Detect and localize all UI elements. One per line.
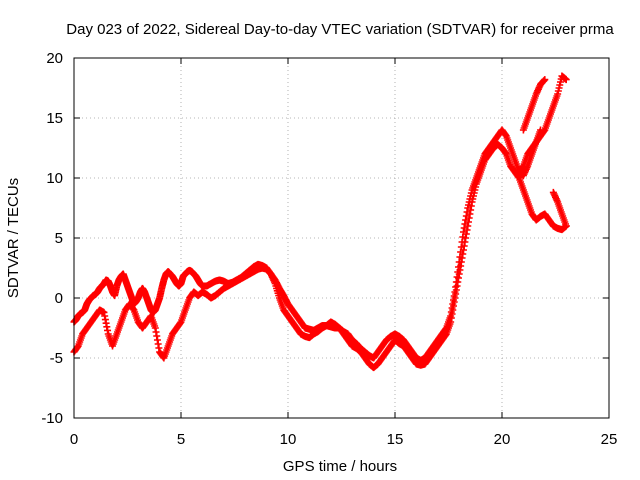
y-tick-label: 10 bbox=[46, 170, 63, 187]
y-tick-label: 20 bbox=[46, 50, 63, 67]
x-axis-label: GPS time / hours bbox=[283, 458, 397, 475]
x-tick-label: 10 bbox=[280, 431, 297, 448]
data-series bbox=[70, 72, 570, 372]
chart-title: Day 023 of 2022, Sidereal Day-to-day VTE… bbox=[66, 21, 614, 38]
x-tick-label: 20 bbox=[494, 431, 511, 448]
x-tick-label: 25 bbox=[601, 431, 618, 448]
series-4 bbox=[519, 76, 549, 134]
y-tick-label: 0 bbox=[55, 290, 63, 307]
y-axis-label: SDTVAR / TECUs bbox=[5, 178, 22, 298]
grid bbox=[74, 58, 609, 418]
data-point bbox=[541, 76, 549, 84]
x-tick-label: 0 bbox=[70, 431, 78, 448]
data-point bbox=[562, 222, 570, 230]
y-tick-label: 15 bbox=[46, 110, 63, 127]
x-tick-label: 15 bbox=[387, 431, 404, 448]
series-1 bbox=[70, 126, 545, 364]
series-3 bbox=[515, 72, 570, 176]
y-tick-label: -5 bbox=[50, 350, 63, 367]
axis-ticks: 0 5 10 15 20 25 -10 -5 0 5 10 15 20 bbox=[41, 50, 617, 448]
y-tick-label: -10 bbox=[41, 410, 63, 427]
data-point bbox=[562, 76, 570, 84]
x-tick-label: 5 bbox=[177, 431, 185, 448]
y-tick-label: 5 bbox=[55, 230, 63, 247]
series-5 bbox=[549, 188, 570, 230]
